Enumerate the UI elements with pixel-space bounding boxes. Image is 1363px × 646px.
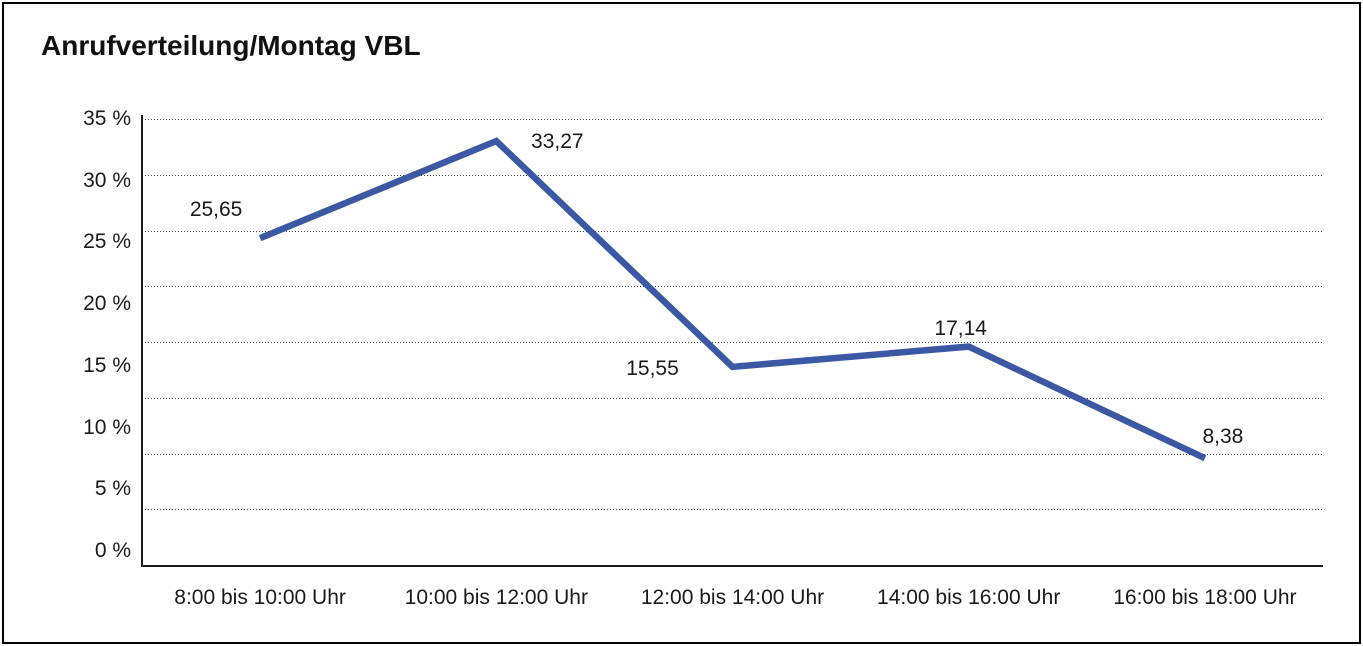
gridline (142, 286, 1323, 288)
gridline (142, 509, 1323, 511)
x-axis (141, 565, 1323, 567)
y-axis (141, 115, 143, 567)
y-axis-tick-label: 15 % (83, 353, 131, 377)
data-point-label: 33,27 (531, 130, 584, 154)
y-axis-tick-label: 20 % (83, 292, 131, 316)
data-point-label: 15,55 (626, 356, 679, 380)
series-line-svg (258, 137, 1207, 462)
gridline (142, 230, 1323, 232)
gridline (142, 119, 1323, 120)
series-line (258, 137, 1207, 462)
y-axis-tick-label: 0 % (94, 538, 131, 562)
y-axis-tick-label: 35 % (83, 107, 131, 130)
x-axis-tick-label: 14:00 bis 16:00 Uhr (877, 586, 1061, 609)
data-point-label: 8,38 (1202, 425, 1244, 449)
gridline (142, 397, 1323, 399)
x-axis-tick-label: 12:00 bis 14:00 Uhr (640, 586, 825, 609)
y-axis-tick-label: 30 % (83, 168, 131, 192)
x-axis-tick-label: 8:00 bis 10:00 Uhr (174, 586, 346, 609)
y-axis-tick-label: 5 % (94, 477, 131, 501)
x-axis-tick-label: 16:00 bis 18:00 Uhr (1113, 586, 1297, 609)
gridline (142, 342, 1323, 343)
gridline (142, 174, 1323, 176)
y-axis-tick-label: 25 % (83, 230, 131, 254)
gridline (142, 453, 1323, 455)
x-axis-tick-label: 10:00 bis 12:00 Uhr (404, 586, 588, 609)
data-point-label: 25,65 (189, 198, 243, 222)
y-axis-tick-label: 10 % (83, 415, 131, 439)
chart-title: Anrufverteilung/Montag VBL (41, 30, 421, 61)
data-point-label: 17,14 (934, 316, 987, 340)
